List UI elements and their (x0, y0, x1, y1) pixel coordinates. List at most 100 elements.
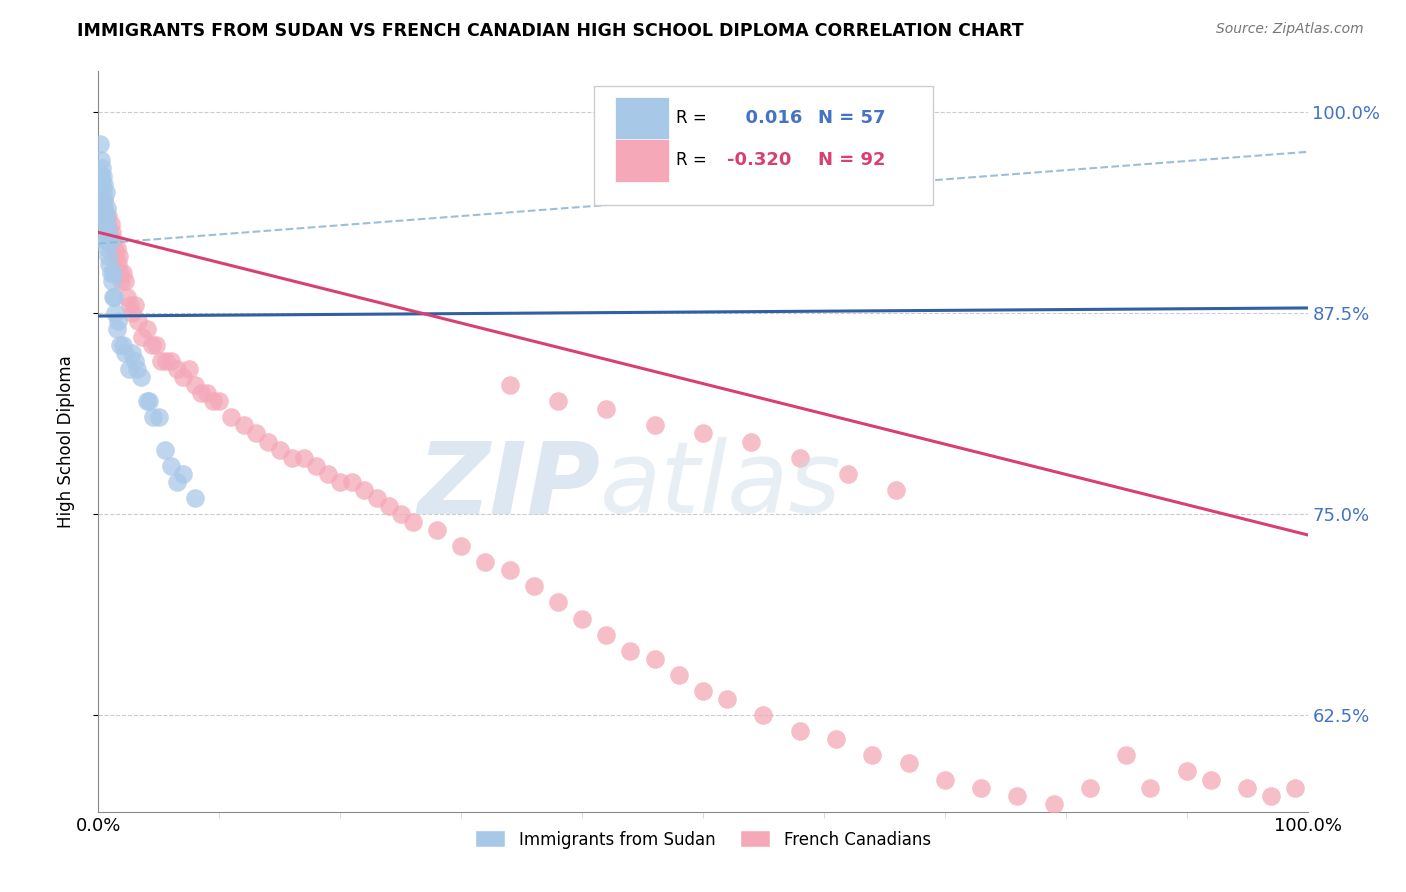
Point (111, 338, 134, 352)
Legend: Immigrants from Sudan, French Canadians: Immigrants from Sudan, French Canadians (468, 823, 938, 855)
Point (166, 362, 188, 376)
Point (94, 233, 117, 247)
Point (124, 298, 146, 312)
Point (886, 483, 908, 497)
Point (692, 684, 714, 698)
Point (96, 201, 118, 215)
Point (353, 483, 375, 497)
Point (93, 193, 115, 207)
Point (97, 249, 120, 263)
Point (450, 539, 472, 553)
Point (90, 153, 112, 167)
Point (523, 579, 546, 593)
Point (91, 169, 114, 183)
Point (91, 161, 114, 175)
Point (89, 169, 111, 183)
Point (100, 266, 122, 280)
Point (98, 233, 121, 247)
Point (547, 394, 569, 409)
Point (716, 692, 738, 706)
Text: ZIP: ZIP (418, 437, 600, 534)
Point (1042, 797, 1064, 811)
Point (145, 338, 167, 352)
Point (114, 274, 136, 288)
Point (135, 322, 157, 336)
Text: N = 57: N = 57 (818, 109, 886, 127)
Point (1260, 789, 1282, 803)
Point (752, 708, 775, 723)
Point (108, 249, 131, 263)
Point (90, 169, 112, 183)
Point (91, 185, 114, 199)
Point (105, 241, 128, 255)
Point (100, 233, 122, 247)
Point (91, 201, 114, 215)
Point (232, 418, 254, 433)
Point (100, 274, 122, 288)
FancyBboxPatch shape (614, 139, 669, 183)
Point (111, 266, 134, 280)
Point (141, 338, 163, 352)
Point (107, 258, 129, 272)
Point (153, 442, 176, 457)
Point (644, 418, 666, 433)
Point (825, 732, 848, 747)
Point (221, 410, 243, 425)
Point (692, 426, 714, 441)
Point (474, 555, 496, 569)
Point (117, 290, 139, 304)
Point (124, 354, 146, 368)
Point (305, 458, 328, 473)
Point (104, 249, 127, 263)
Text: N = 92: N = 92 (818, 152, 886, 169)
Point (114, 346, 136, 360)
Point (970, 780, 993, 795)
Point (897, 756, 920, 771)
Point (97, 225, 120, 239)
Point (426, 523, 449, 537)
Point (104, 306, 127, 320)
Point (571, 611, 593, 625)
Point (96, 241, 118, 255)
Point (245, 426, 267, 441)
Point (547, 595, 569, 609)
Point (121, 306, 143, 320)
Point (150, 354, 173, 368)
Point (98, 258, 121, 272)
Point (166, 475, 188, 489)
Point (184, 378, 207, 392)
Point (90, 201, 112, 215)
Point (91, 209, 114, 223)
Point (1236, 780, 1258, 795)
Point (160, 354, 183, 368)
Point (118, 362, 141, 376)
Point (366, 491, 388, 505)
Text: R =: R = (676, 152, 713, 169)
Point (740, 434, 762, 449)
Point (1115, 748, 1137, 763)
Point (98, 225, 121, 239)
Point (619, 644, 641, 658)
Point (121, 346, 143, 360)
Point (644, 652, 666, 666)
Point (595, 402, 617, 417)
Point (148, 410, 170, 425)
Point (389, 507, 412, 521)
Point (93, 201, 115, 215)
Point (498, 563, 520, 577)
Point (138, 394, 160, 409)
Point (93, 177, 115, 191)
Point (329, 475, 352, 489)
Point (155, 354, 177, 368)
Point (190, 386, 212, 401)
Point (97, 209, 120, 223)
Point (668, 668, 690, 682)
Point (789, 724, 811, 739)
Point (281, 450, 304, 465)
Text: 0.016: 0.016 (734, 109, 803, 127)
Text: IMMIGRANTS FROM SUDAN VS FRENCH CANADIAN HIGH SCHOOL DIPLOMA CORRELATION CHART: IMMIGRANTS FROM SUDAN VS FRENCH CANADIAN… (77, 22, 1024, 40)
Text: Source: ZipAtlas.com: Source: ZipAtlas.com (1216, 22, 1364, 37)
Point (202, 394, 225, 409)
Point (135, 394, 157, 409)
Point (110, 274, 132, 288)
